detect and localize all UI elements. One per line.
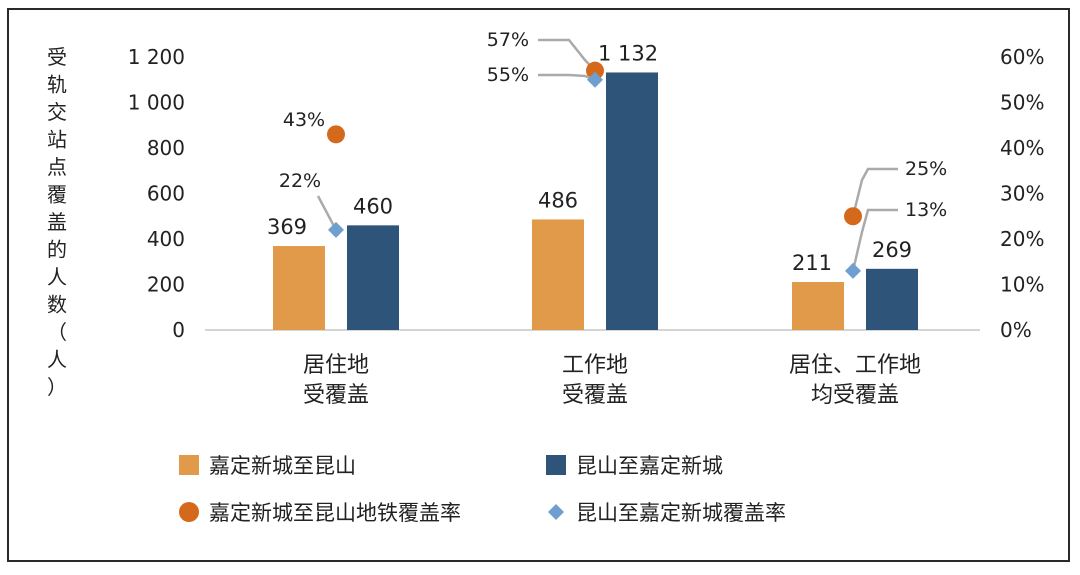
y-axis-title-char: 数	[47, 293, 67, 317]
bar	[532, 219, 584, 330]
bar	[792, 281, 844, 330]
y-axis-title-char: 的	[47, 238, 67, 262]
bar	[347, 225, 399, 330]
legend-label: 昆山至嘉定新城	[576, 454, 723, 478]
x-category-label: 居住地	[303, 353, 369, 378]
bars: 369 486 211 460 1 132 269	[267, 41, 918, 330]
y-axis-title-char: （	[47, 320, 67, 344]
y-axis-title-char: 受	[47, 45, 67, 69]
bar-data-label: 369	[267, 215, 307, 239]
y-axis-title-char: 人	[47, 348, 67, 372]
x-category-label: 均受覆盖	[811, 383, 899, 408]
x-category-label: 受覆盖	[303, 383, 369, 408]
y-axis-title-char: 轨	[47, 73, 67, 97]
legend-label: 嘉定新城至昆山	[209, 454, 356, 478]
y-axis-title-char: 站	[47, 128, 67, 152]
y-tick-label: 600	[147, 182, 185, 206]
bar-data-label: 486	[538, 188, 578, 212]
leader-line	[316, 195, 338, 231]
x-category-label: 受覆盖	[562, 383, 628, 408]
y-axis-right-ticks: 0% 10% 20% 30% 40% 50% 60%	[1000, 45, 1044, 342]
legend-swatch	[179, 455, 199, 475]
leader-line	[851, 208, 898, 272]
legend-swatch	[179, 502, 199, 522]
bar-data-label: 1 132	[598, 41, 658, 65]
y2-tick-label: 60%	[1000, 45, 1044, 69]
bar	[866, 268, 918, 330]
y-axis-title-char: 盖	[47, 210, 67, 234]
y-axis-title-char: 点	[47, 155, 67, 179]
coverage-marker-diamond	[587, 71, 603, 88]
marker-data-label: 43%	[283, 109, 325, 131]
marker-data-label: 25%	[905, 158, 947, 180]
y-tick-label: 1 200	[128, 45, 185, 69]
marker-data-label: 13%	[905, 199, 947, 221]
coverage-marker-diamond	[845, 262, 861, 279]
coverage-markers: 43% 57% 25% 22% 55% 13%	[279, 29, 947, 279]
y-axis-left-ticks: 0 200 400 600 800 1 000 1 200	[128, 45, 185, 342]
leader-line	[851, 167, 898, 217]
y-axis-title-char: ）	[47, 375, 67, 399]
y2-tick-label: 30%	[1000, 182, 1044, 206]
bar-data-label: 269	[872, 238, 912, 262]
y2-tick-label: 20%	[1000, 227, 1044, 251]
legend-label: 嘉定新城至昆山地铁覆盖率	[209, 501, 461, 525]
y-tick-label: 0	[172, 318, 185, 342]
y-axis-title-char: 人	[47, 265, 67, 289]
y-tick-label: 800	[147, 136, 185, 160]
marker-data-label: 55%	[487, 64, 529, 86]
bar	[606, 72, 658, 330]
y-tick-label: 1 000	[128, 91, 185, 115]
y-axis-title-char: 交	[47, 100, 67, 124]
marker-data-label: 57%	[487, 29, 529, 51]
y-tick-label: 200	[147, 273, 185, 297]
bar-data-label: 211	[792, 251, 832, 275]
legend-swatch	[546, 455, 566, 475]
marker-data-label: 22%	[279, 170, 321, 192]
x-category-label: 工作地	[562, 353, 628, 378]
y-tick-label: 400	[147, 227, 185, 251]
x-category-label: 居住、工作地	[789, 353, 921, 378]
y2-tick-label: 0%	[1000, 318, 1032, 342]
legend-swatch	[548, 504, 564, 520]
bar	[273, 246, 325, 330]
legend-label: 昆山至嘉定新城覆盖率	[576, 501, 786, 525]
bar-data-label: 460	[353, 194, 393, 218]
y2-tick-label: 10%	[1000, 273, 1044, 297]
coverage-marker-circle	[586, 61, 604, 80]
coverage-marker-circle	[327, 125, 345, 144]
y2-tick-label: 50%	[1000, 91, 1044, 115]
y2-tick-label: 40%	[1000, 136, 1044, 160]
coverage-marker-circle	[844, 207, 862, 226]
y-axis-title-char: 覆	[47, 183, 67, 207]
coverage-marker-diamond	[328, 221, 344, 238]
